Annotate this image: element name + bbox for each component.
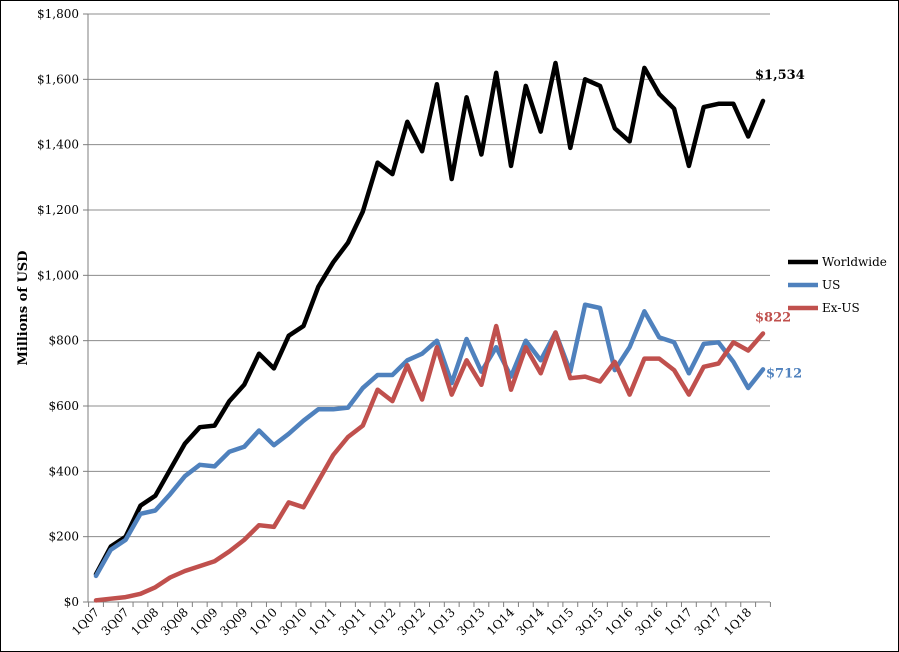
- y-tick-label: $800: [48, 334, 79, 348]
- x-tick-label: 1Q16: [603, 605, 636, 638]
- end-label-us: $712: [766, 366, 802, 381]
- y-tick-label: $400: [48, 464, 79, 478]
- x-tick-label: 3Q17: [692, 605, 725, 638]
- x-tick-label: 3Q14: [514, 605, 547, 638]
- x-tick-label: 1Q11: [306, 605, 339, 638]
- x-tick-label: 3Q16: [632, 605, 665, 638]
- x-tick-label: 3Q11: [336, 605, 369, 638]
- x-tick-label: 1Q17: [662, 605, 695, 638]
- x-tick-label: 3Q10: [277, 605, 310, 638]
- x-tick-labels: 1Q073Q071Q083Q081Q093Q091Q103Q101Q113Q11…: [69, 605, 754, 638]
- y-tick-label: $1,200: [37, 203, 79, 217]
- gridlines: [88, 13, 770, 538]
- y-tick-label: $1,800: [37, 7, 79, 21]
- x-tick-label: 1Q09: [188, 605, 221, 638]
- y-tick-label: $600: [48, 399, 79, 413]
- x-tick-label: 1Q18: [721, 605, 754, 638]
- y-tick-label: $1,600: [37, 72, 79, 86]
- axes: [83, 13, 771, 607]
- end-label-ex-us: $822: [755, 310, 791, 325]
- series-line-us: [93, 302, 766, 579]
- series-lines: [93, 60, 766, 603]
- y-tick-label: $1,400: [37, 138, 79, 152]
- x-tick-label: 3Q09: [217, 605, 250, 638]
- x-tick-label: 1Q10: [247, 605, 280, 638]
- x-tick-label: 3Q08: [158, 605, 191, 638]
- x-tick-label: 1Q14: [484, 605, 517, 638]
- end-labels: $1,534 $822 $712: [755, 68, 805, 382]
- x-tick-label: 3Q13: [454, 605, 487, 638]
- series-line-worldwide: [93, 60, 766, 577]
- x-tick-label: 3Q07: [99, 605, 132, 638]
- y-tick-label: $1,000: [37, 268, 79, 282]
- legend: Worldwide US Ex-US: [788, 255, 887, 315]
- x-tick-label: 3Q15: [573, 605, 606, 638]
- legend-label-ex-us: Ex-US: [822, 301, 860, 315]
- legend-label-us: US: [822, 278, 840, 292]
- x-tick-label: 1Q07: [69, 605, 102, 638]
- y-tick-labels: $0 $200 $400 $600 $800 $1,000 $1,200 $1,400 $1,6…: [37, 7, 79, 609]
- y-tick-label: $0: [64, 595, 79, 609]
- x-tick-label: 1Q13: [425, 605, 458, 638]
- y-axis-title: Millions of USD: [16, 251, 31, 366]
- x-tick-label: 1Q12: [366, 605, 399, 638]
- x-tick-label: 1Q15: [543, 605, 576, 638]
- series-line-ex-us: [93, 323, 766, 603]
- x-tick-label: 1Q08: [128, 605, 161, 638]
- y-tick-label: $200: [48, 530, 79, 544]
- end-label-worldwide: $1,534: [755, 68, 805, 83]
- legend-label-worldwide: Worldwide: [822, 255, 887, 269]
- x-tick-label: 3Q12: [395, 605, 428, 638]
